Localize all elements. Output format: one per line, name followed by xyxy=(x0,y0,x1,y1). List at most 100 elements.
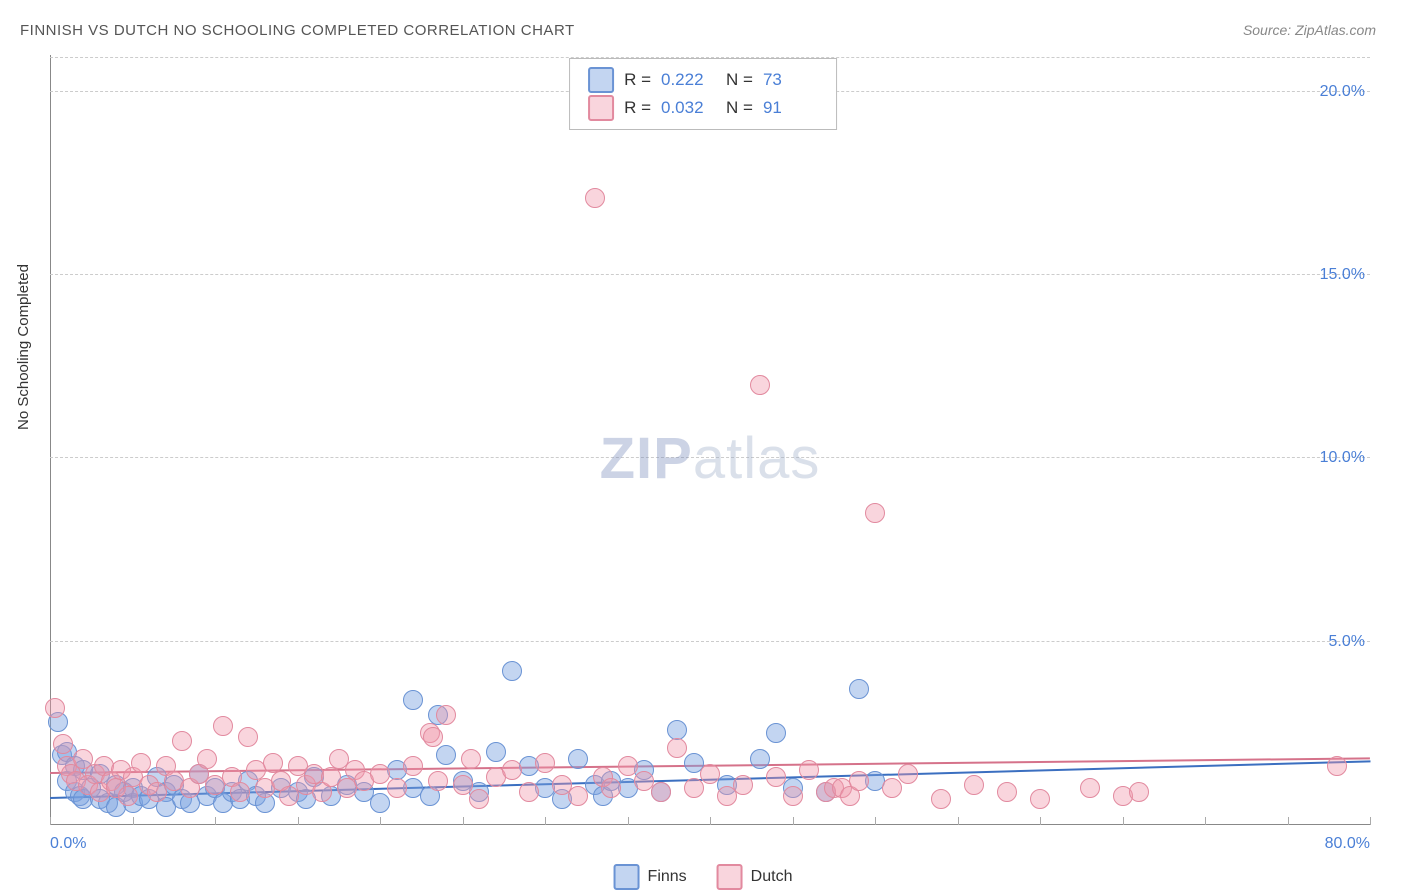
data-point xyxy=(387,778,407,798)
data-point xyxy=(45,698,65,718)
data-point xyxy=(585,188,605,208)
data-point xyxy=(568,786,588,806)
legend-item: Finns xyxy=(614,864,687,890)
x-tick xyxy=(793,817,794,825)
series-swatch xyxy=(588,67,614,93)
y-tick-label: 20.0% xyxy=(1320,83,1365,101)
n-label: N = xyxy=(726,70,753,90)
data-point xyxy=(1327,756,1347,776)
data-point xyxy=(370,764,390,784)
data-point xyxy=(370,793,390,813)
x-tick xyxy=(380,817,381,825)
data-point xyxy=(263,753,283,773)
data-point xyxy=(568,749,588,769)
data-point xyxy=(684,778,704,798)
data-point xyxy=(766,767,786,787)
data-point xyxy=(964,775,984,795)
legend-item: Dutch xyxy=(717,864,793,890)
data-point xyxy=(618,756,638,776)
r-value: 0.032 xyxy=(661,98,716,118)
data-point xyxy=(403,756,423,776)
y-tick-label: 10.0% xyxy=(1320,449,1365,467)
data-point xyxy=(519,782,539,802)
x-tick xyxy=(1040,817,1041,825)
data-point xyxy=(403,690,423,710)
x-tick xyxy=(1370,817,1371,825)
data-point xyxy=(423,727,443,747)
x-tick xyxy=(958,817,959,825)
legend-swatch xyxy=(717,864,743,890)
data-point xyxy=(1030,789,1050,809)
r-value: 0.222 xyxy=(661,70,716,90)
x-tick xyxy=(1288,817,1289,825)
data-point xyxy=(700,764,720,784)
x-tick-label: 0.0% xyxy=(50,835,86,853)
data-point xyxy=(783,786,803,806)
data-point xyxy=(849,771,869,791)
x-tick xyxy=(628,817,629,825)
data-point xyxy=(997,782,1017,802)
data-point xyxy=(882,778,902,798)
grid-line xyxy=(50,641,1370,642)
series-swatch xyxy=(588,95,614,121)
legend-label: Dutch xyxy=(751,868,793,886)
x-tick xyxy=(463,817,464,825)
data-point xyxy=(461,749,481,769)
x-tick xyxy=(1205,817,1206,825)
data-point xyxy=(766,723,786,743)
x-tick-label: 80.0% xyxy=(1325,835,1370,853)
data-point xyxy=(453,775,473,795)
x-tick xyxy=(875,817,876,825)
data-point xyxy=(667,738,687,758)
x-tick xyxy=(50,817,51,825)
data-point xyxy=(197,749,217,769)
grid-line xyxy=(50,457,1370,458)
data-point xyxy=(667,720,687,740)
data-point xyxy=(469,789,489,809)
x-tick xyxy=(133,817,134,825)
data-point xyxy=(118,786,138,806)
r-label: R = xyxy=(624,98,651,118)
grid-line xyxy=(50,274,1370,275)
data-point xyxy=(436,745,456,765)
stats-row: R = 0.222 N = 73 xyxy=(588,67,818,93)
legend-swatch xyxy=(614,864,640,890)
data-point xyxy=(428,771,448,791)
source-label: Source: ZipAtlas.com xyxy=(1243,22,1376,38)
data-point xyxy=(651,782,671,802)
stats-box: R =0.222N =73R =0.032N =91 xyxy=(569,58,837,130)
data-point xyxy=(733,775,753,795)
data-point xyxy=(230,782,250,802)
x-tick xyxy=(710,817,711,825)
y-axis-label: No Schooling Completed xyxy=(15,264,32,430)
data-point xyxy=(931,789,951,809)
stats-row: R =0.032N =91 xyxy=(588,95,818,121)
data-point xyxy=(1129,782,1149,802)
y-tick-label: 5.0% xyxy=(1329,633,1365,651)
data-point xyxy=(535,753,555,773)
legend-label: Finns xyxy=(648,868,687,886)
data-point xyxy=(172,731,192,751)
data-point xyxy=(502,760,522,780)
r-label: R = xyxy=(624,70,651,90)
data-point xyxy=(131,753,151,773)
chart-area: 5.0%10.0%15.0%20.0%0.0%80.0% ZIPatlas xyxy=(50,55,1370,825)
n-value: 91 xyxy=(763,98,818,118)
data-point xyxy=(750,749,770,769)
x-tick xyxy=(298,817,299,825)
data-point xyxy=(238,727,258,747)
x-tick xyxy=(1123,817,1124,825)
x-tick xyxy=(215,817,216,825)
data-point xyxy=(865,503,885,523)
x-tick xyxy=(545,817,546,825)
data-point xyxy=(799,760,819,780)
data-point xyxy=(898,764,918,784)
data-point xyxy=(436,705,456,725)
legend: Finns Dutch xyxy=(614,864,793,890)
n-value: 73 xyxy=(763,70,818,90)
data-point xyxy=(53,734,73,754)
data-point xyxy=(601,778,621,798)
data-point xyxy=(1080,778,1100,798)
data-point xyxy=(486,742,506,762)
data-point xyxy=(502,661,522,681)
